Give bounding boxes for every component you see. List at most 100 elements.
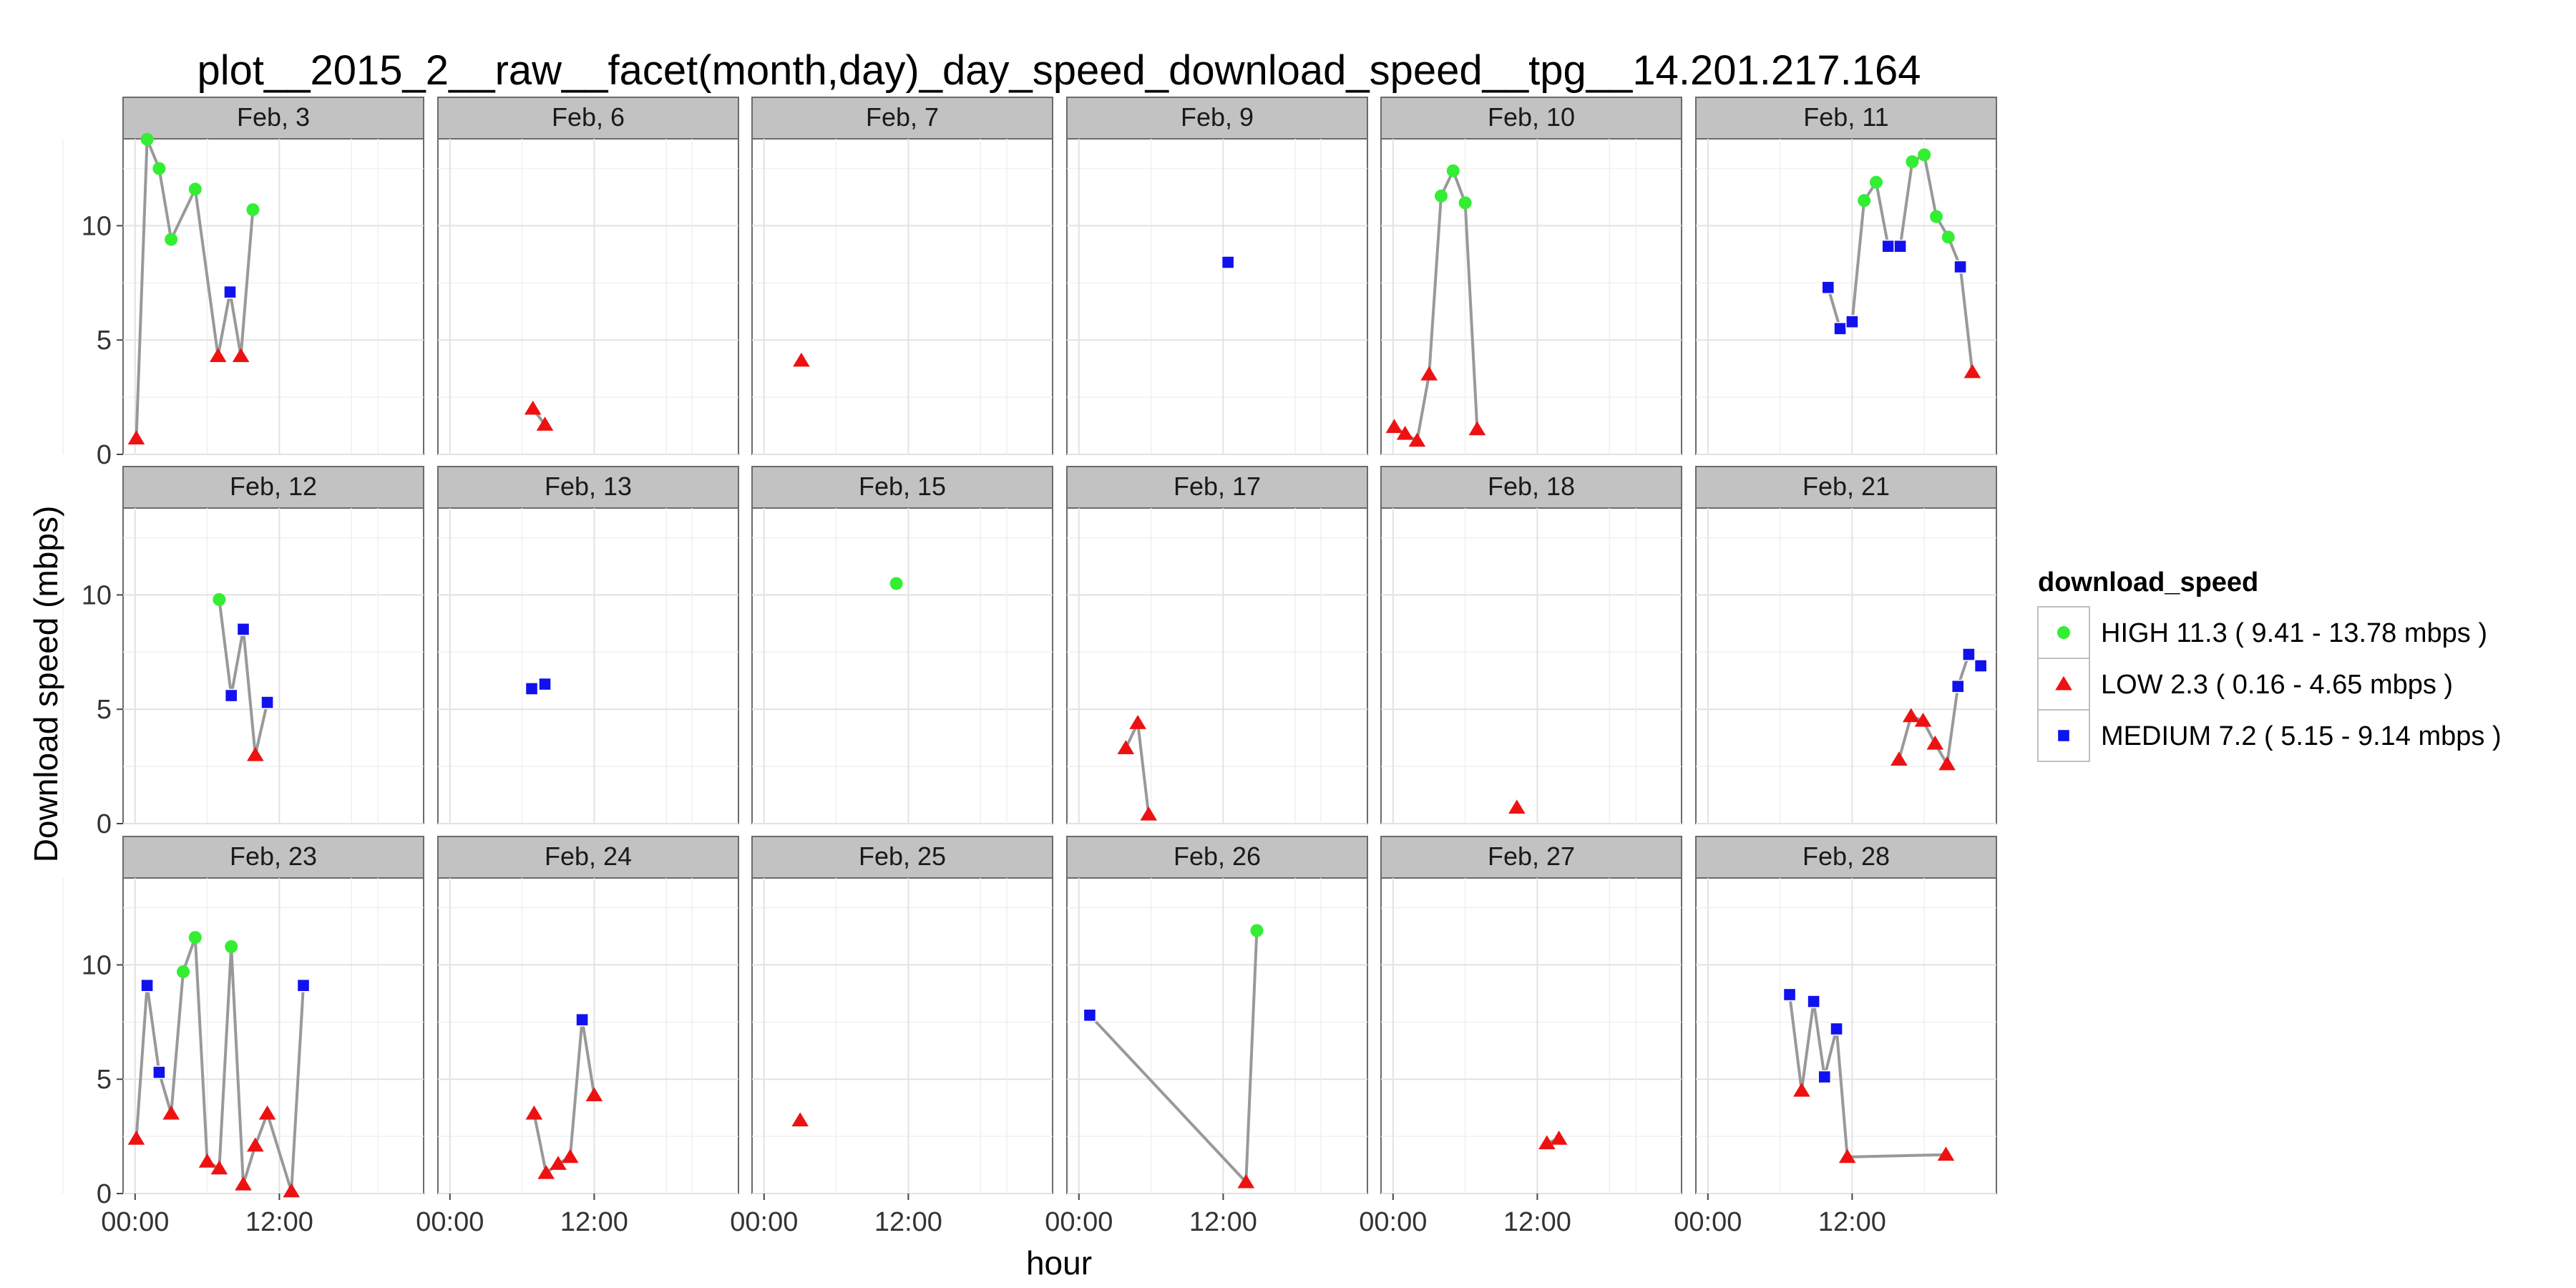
data-point-low — [198, 1153, 216, 1168]
plot-panel — [437, 138, 739, 455]
y-tick-label: 0 — [97, 809, 112, 839]
chart-title: plot__2015_2__raw__facet(month,day)_day_… — [197, 47, 1921, 94]
y-axis-title: Download speed (mbps) — [27, 506, 64, 863]
x-tick-label: 12:00 — [874, 1207, 942, 1237]
y-tick-label: 5 — [97, 326, 112, 356]
y-tick-label: 5 — [97, 1065, 112, 1095]
plot-panel — [1695, 138, 1997, 455]
data-point-low — [232, 348, 250, 363]
data-point-high — [1870, 175, 1883, 189]
facet-panel: Feb, 27 00:00 12:00 — [1320, 836, 1682, 1237]
plot-panel — [122, 877, 424, 1194]
data-point-low — [1890, 751, 1908, 766]
facet-panel: Feb, 17 — [1006, 466, 1368, 824]
facet-strip — [1695, 836, 1997, 879]
data-point-medium — [1833, 321, 1847, 336]
data-point-low — [585, 1087, 603, 1102]
facet-strip-label: Feb, 23 — [230, 841, 317, 871]
data-point-high — [213, 592, 226, 606]
data-point-low — [1538, 1135, 1556, 1150]
data-point-low — [1396, 425, 1414, 440]
data-point-medium — [1221, 255, 1235, 269]
x-tick-label: 12:00 — [1189, 1207, 1257, 1237]
plot-panel — [1380, 877, 1682, 1194]
data-point-low — [793, 352, 810, 367]
data-point-high — [165, 233, 178, 246]
facet-strip-label: Feb, 27 — [1488, 841, 1575, 871]
data-point-medium — [1962, 648, 1976, 661]
data-point-medium — [140, 978, 154, 992]
facet-panel: Feb, 18 — [1320, 466, 1682, 824]
data-point-low — [524, 400, 542, 415]
facet-strip — [122, 836, 424, 879]
plot-panel — [437, 507, 739, 824]
facet-strip-label: Feb, 18 — [1488, 472, 1575, 501]
data-point-medium — [1953, 260, 1967, 274]
data-point-medium — [1830, 1022, 1843, 1036]
legend-symbol-medium — [2057, 728, 2071, 743]
x-tick-label: 00:00 — [1359, 1207, 1427, 1237]
facet-strip — [1380, 836, 1682, 879]
data-point-medium — [223, 285, 237, 299]
data-point-low — [1926, 735, 1944, 750]
plot-panel — [437, 877, 739, 1194]
data-point-low — [235, 1176, 252, 1191]
x-axis-title: hour — [1026, 1244, 1092, 1282]
data-point-low — [537, 1164, 555, 1179]
data-point-medium — [1845, 315, 1859, 328]
facet-strip-label: Feb, 10 — [1488, 102, 1575, 132]
plot-panel — [1695, 507, 1997, 824]
data-point-high — [152, 162, 166, 175]
facet-strip — [1695, 466, 1997, 509]
data-point-medium — [260, 696, 274, 709]
data-point-medium — [1782, 987, 1797, 1002]
plot-panel — [122, 507, 424, 824]
legend-label-medium: MEDIUM 7.2 ( 5.15 - 9.14 mbps ) — [2101, 721, 2502, 751]
data-point-low — [1385, 419, 1403, 434]
data-point-high — [177, 965, 190, 979]
data-point-high — [1930, 210, 1943, 223]
data-point-low — [536, 416, 554, 431]
data-point-low — [1963, 364, 1981, 379]
data-point-high — [140, 132, 154, 146]
legend-label-high: HIGH 11.3 ( 9.41 - 13.78 mbps ) — [2101, 618, 2487, 648]
data-point-low — [1937, 1146, 1955, 1161]
data-point-high — [1918, 148, 1931, 162]
facet-strip-label: Feb, 24 — [545, 841, 632, 871]
data-point-high — [246, 203, 260, 217]
facet-strip-label: Feb, 28 — [1802, 841, 1890, 871]
legend-title: download_speed — [2038, 567, 2258, 597]
facet-panel: Feb, 6 — [377, 97, 739, 455]
data-point-low — [561, 1148, 579, 1163]
x-tick-label: 12:00 — [245, 1207, 313, 1237]
data-point-low — [127, 1131, 145, 1145]
facet-strip-label: Feb, 26 — [1174, 841, 1261, 871]
facet-panel: Feb, 26 00:00 12:00 — [1006, 836, 1368, 1237]
data-point-medium — [1974, 659, 1988, 673]
data-point-low — [1237, 1174, 1255, 1189]
data-point-medium — [1893, 239, 1907, 253]
facet-strip — [437, 466, 739, 509]
x-tick-label: 00:00 — [730, 1207, 798, 1237]
data-point-medium — [575, 1013, 589, 1027]
y-tick-label: 0 — [97, 440, 112, 470]
data-point-medium — [1951, 679, 1965, 693]
legend-label-low: LOW 2.3 ( 0.16 - 4.65 mbps ) — [2101, 670, 2453, 700]
facet-panels: Feb, 3 0 5 10 Feb, 6 Feb, 7 Feb, 9 Feb, 10 Feb, … — [62, 97, 1997, 1237]
data-point-low — [283, 1183, 301, 1198]
data-point-high — [1435, 189, 1448, 203]
data-point-low — [1508, 799, 1526, 814]
x-tick-label: 12:00 — [1818, 1207, 1886, 1237]
data-point-low — [1468, 421, 1486, 436]
plot-panel — [1066, 877, 1368, 1194]
facet-panel: Feb, 25 00:00 12:00 — [691, 836, 1053, 1237]
data-point-low — [1140, 806, 1158, 821]
plot-panel — [1066, 507, 1368, 824]
data-point-high — [1906, 155, 1919, 168]
data-point-high — [1250, 924, 1264, 937]
data-point-high — [1941, 230, 1955, 244]
facet-strip — [437, 97, 739, 140]
legend-symbol-high — [2057, 626, 2070, 639]
x-tick-label: 12:00 — [1503, 1207, 1571, 1237]
